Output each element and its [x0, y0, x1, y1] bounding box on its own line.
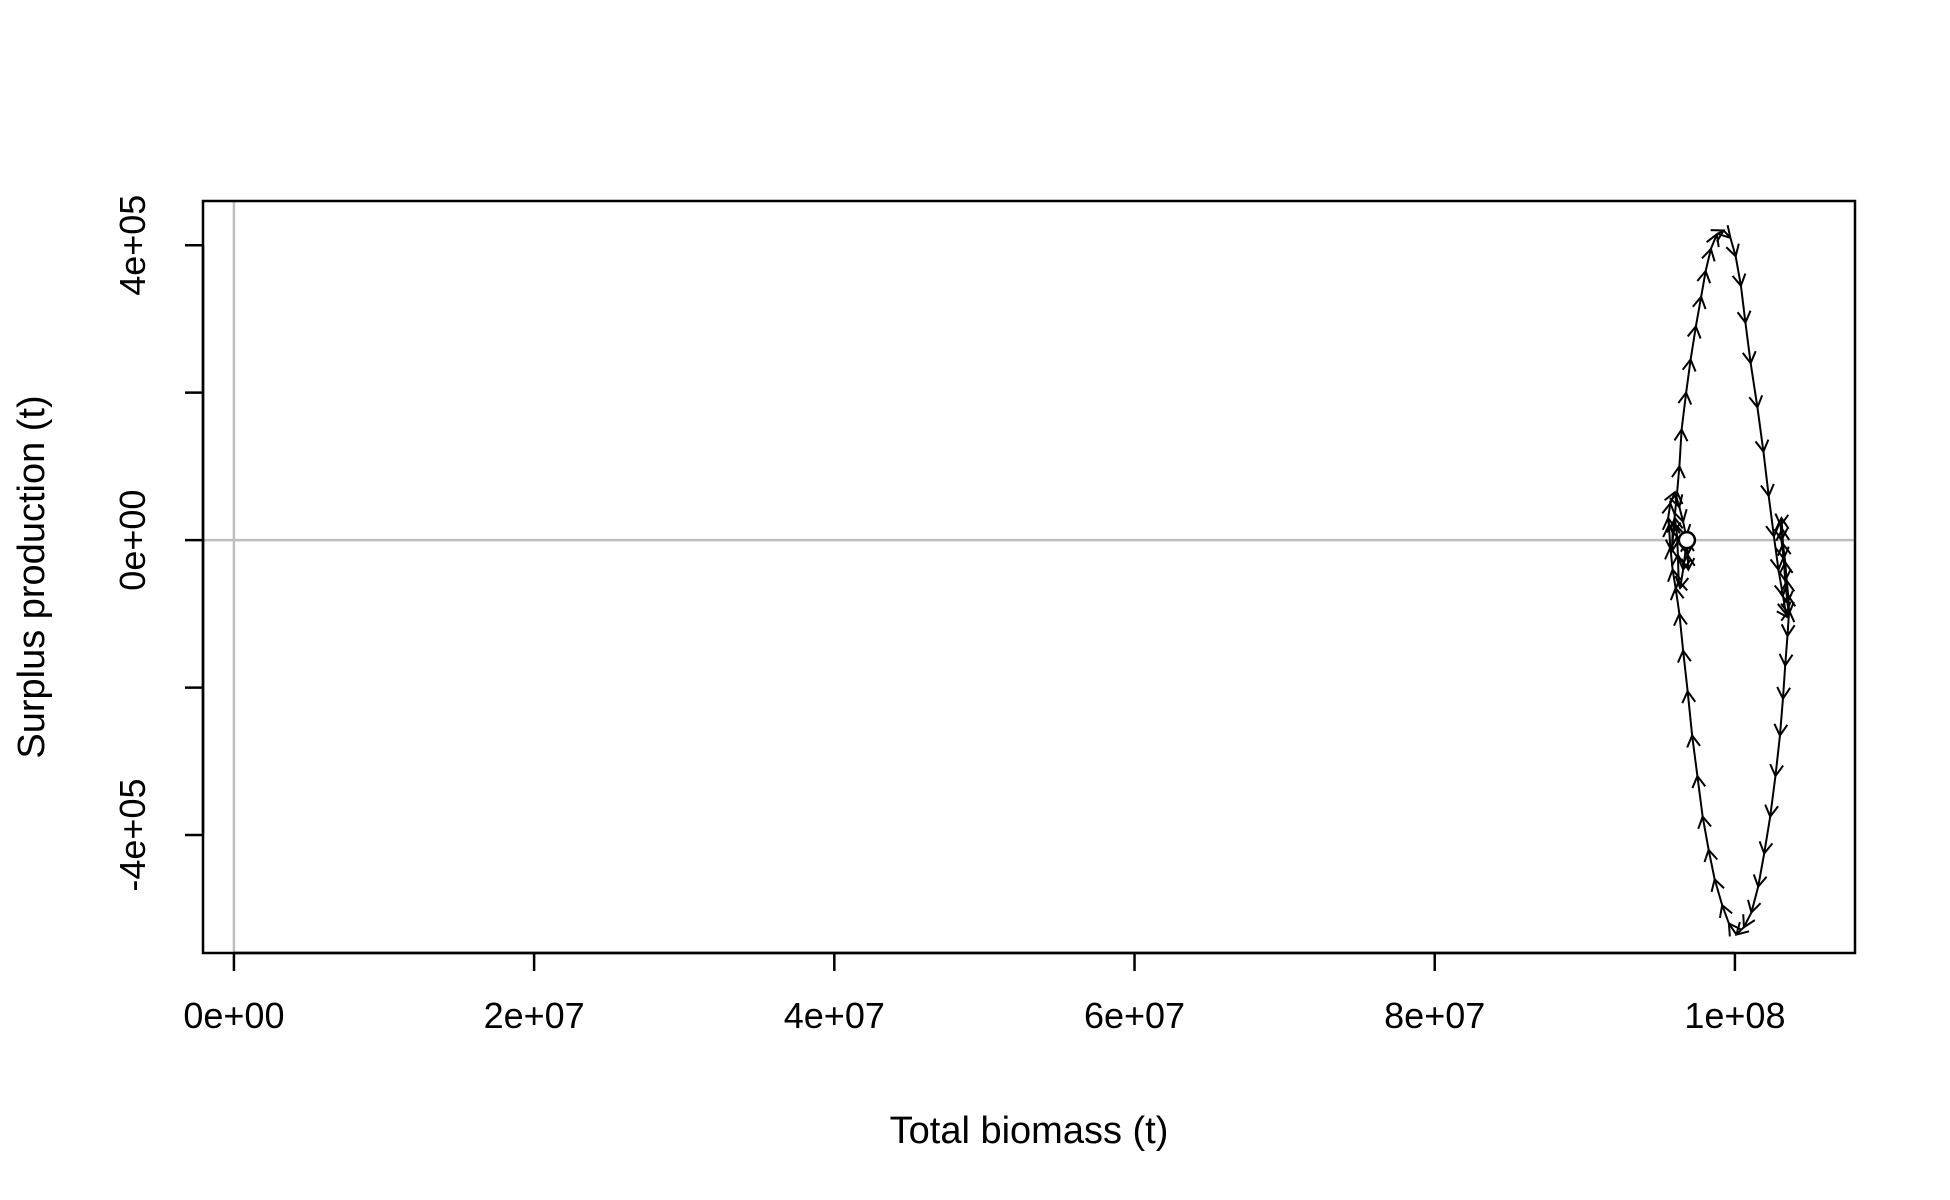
x-tick-label: 8e+07 — [1384, 995, 1485, 1036]
trajectory-arrow — [1747, 886, 1762, 915]
trajectory-arrow — [1731, 256, 1747, 288]
trajectory-arrow — [1710, 877, 1725, 906]
plot-frame — [201, 199, 1857, 955]
trajectory-arrow — [1752, 853, 1768, 889]
reference-lines — [203, 201, 1855, 953]
trajectory-arrow — [1701, 246, 1716, 272]
trajectory-arrow — [1697, 814, 1712, 850]
trajectory-arrow — [1703, 847, 1719, 880]
start-point-marker — [1677, 530, 1697, 550]
trajectory-arrow — [1769, 735, 1784, 779]
trajectory-arrow — [1776, 665, 1792, 701]
trajectory-arrow — [1681, 689, 1697, 736]
x-tick-label: 0e+00 — [183, 995, 284, 1036]
trajectory-arrow — [1718, 903, 1733, 924]
trajectory-arrow — [1742, 911, 1756, 929]
trajectory-arrow — [1775, 540, 1790, 561]
x-tick-label: 2e+07 — [484, 995, 585, 1036]
y-axis: -4e+05 0e+00 4e+05 — [112, 195, 205, 892]
trajectory-arrow — [1681, 357, 1697, 393]
trajectory-arrow — [1677, 648, 1692, 692]
trajectory-arrow — [1748, 363, 1764, 410]
trajectory-arrow — [1725, 237, 1740, 259]
trajectory-arrow — [1778, 635, 1794, 668]
trajectory-arrow — [1686, 324, 1702, 360]
x-tick-label: 4e+07 — [784, 995, 885, 1036]
trajectory-arrow — [1686, 733, 1701, 777]
x-tick-label: 1e+08 — [1684, 995, 1785, 1036]
trajectory-arrow — [1671, 464, 1686, 493]
y-axis-title: Surplus production (t) — [11, 395, 53, 758]
trajectory-arrow — [1773, 698, 1789, 738]
trajectory-arrow — [1754, 407, 1770, 454]
trajectory-arrow — [1692, 294, 1707, 327]
trajectory-arrow — [1741, 322, 1757, 366]
x-axis: 0e+00 2e+07 4e+07 6e+07 8e+07 1e+08 — [183, 951, 1785, 1036]
y-tick-label: 4e+05 — [112, 195, 153, 296]
y-tick-label: 0e+00 — [112, 490, 153, 591]
trajectory-arrow — [1673, 427, 1689, 467]
trajectory-arrow — [1661, 501, 1677, 519]
trajectory-arrow — [1691, 774, 1707, 817]
trajectory-arrow — [1760, 451, 1775, 498]
trajectory-arrow — [1736, 285, 1752, 325]
trajectory-arrow — [1677, 390, 1693, 430]
trajectory-arrow — [1669, 586, 1685, 615]
x-axis-title: Total biomass (t) — [890, 1110, 1169, 1152]
y-tick-label: -4e+05 — [112, 778, 153, 891]
trajectory-arrow — [1673, 611, 1688, 651]
trajectory-arrow — [1696, 269, 1712, 298]
x-tick-label: 6e+07 — [1084, 995, 1185, 1036]
data-series — [1661, 224, 1797, 937]
trajectory-arrow — [1758, 816, 1774, 856]
trajectory-arrow — [1764, 775, 1779, 819]
